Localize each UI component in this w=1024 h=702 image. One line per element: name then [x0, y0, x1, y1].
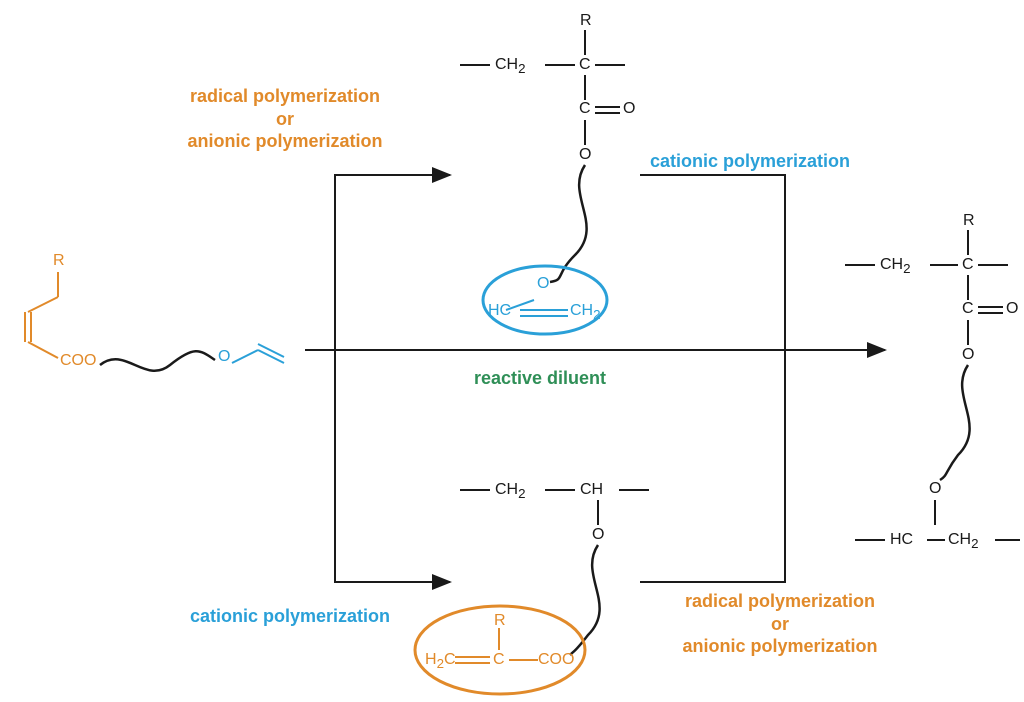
bottom-polymer: [455, 490, 649, 663]
tp-CO: C: [579, 100, 591, 118]
rp-HC: HC: [890, 531, 913, 549]
bp-R: R: [494, 612, 506, 630]
tp-O: O: [579, 146, 591, 164]
rp-C: C: [962, 256, 974, 274]
rp-O2: O: [929, 480, 941, 498]
tp-HC: HC: [488, 302, 511, 320]
lm-R: R: [53, 252, 65, 270]
label-top-right: cationic polymerization: [620, 150, 880, 173]
rp-CH2: CH2: [880, 256, 911, 276]
bp-COO: COO: [538, 651, 574, 669]
label-top-left: radical polymerization or anionic polyme…: [155, 85, 415, 153]
lm-COO: COO: [60, 352, 96, 370]
bp-Cc: C: [493, 651, 505, 669]
tp-CH2b: CH2: [570, 302, 601, 322]
rp-R: R: [963, 212, 975, 230]
bp-H2C: H2C: [425, 651, 456, 671]
bp-CH2: CH2: [495, 481, 526, 501]
label-middle: reactive diluent: [440, 367, 640, 390]
top-polymer: [460, 30, 625, 316]
tp-C: C: [579, 56, 591, 74]
tp-R: R: [580, 12, 592, 30]
label-bottom-right: radical polymerization or anionic polyme…: [640, 590, 920, 658]
tp-CH2: CH2: [495, 56, 526, 76]
rp-CO: C: [962, 300, 974, 318]
rp-O: O: [962, 346, 974, 364]
arrow-top: [335, 175, 450, 350]
tp-vO: O: [537, 275, 549, 293]
rp-dO: O: [1006, 300, 1018, 318]
arrow-bottom-right: [640, 350, 785, 582]
arrow-bottom: [335, 350, 450, 582]
bp-CH: CH: [580, 481, 603, 499]
arrow-top-right: [640, 175, 785, 350]
tp-dO: O: [623, 100, 635, 118]
bp-O: O: [592, 526, 604, 544]
label-bottom-left: cationic polymerization: [160, 605, 420, 628]
rp-CH2b: CH2: [948, 531, 979, 551]
lm-O: O: [218, 348, 230, 366]
